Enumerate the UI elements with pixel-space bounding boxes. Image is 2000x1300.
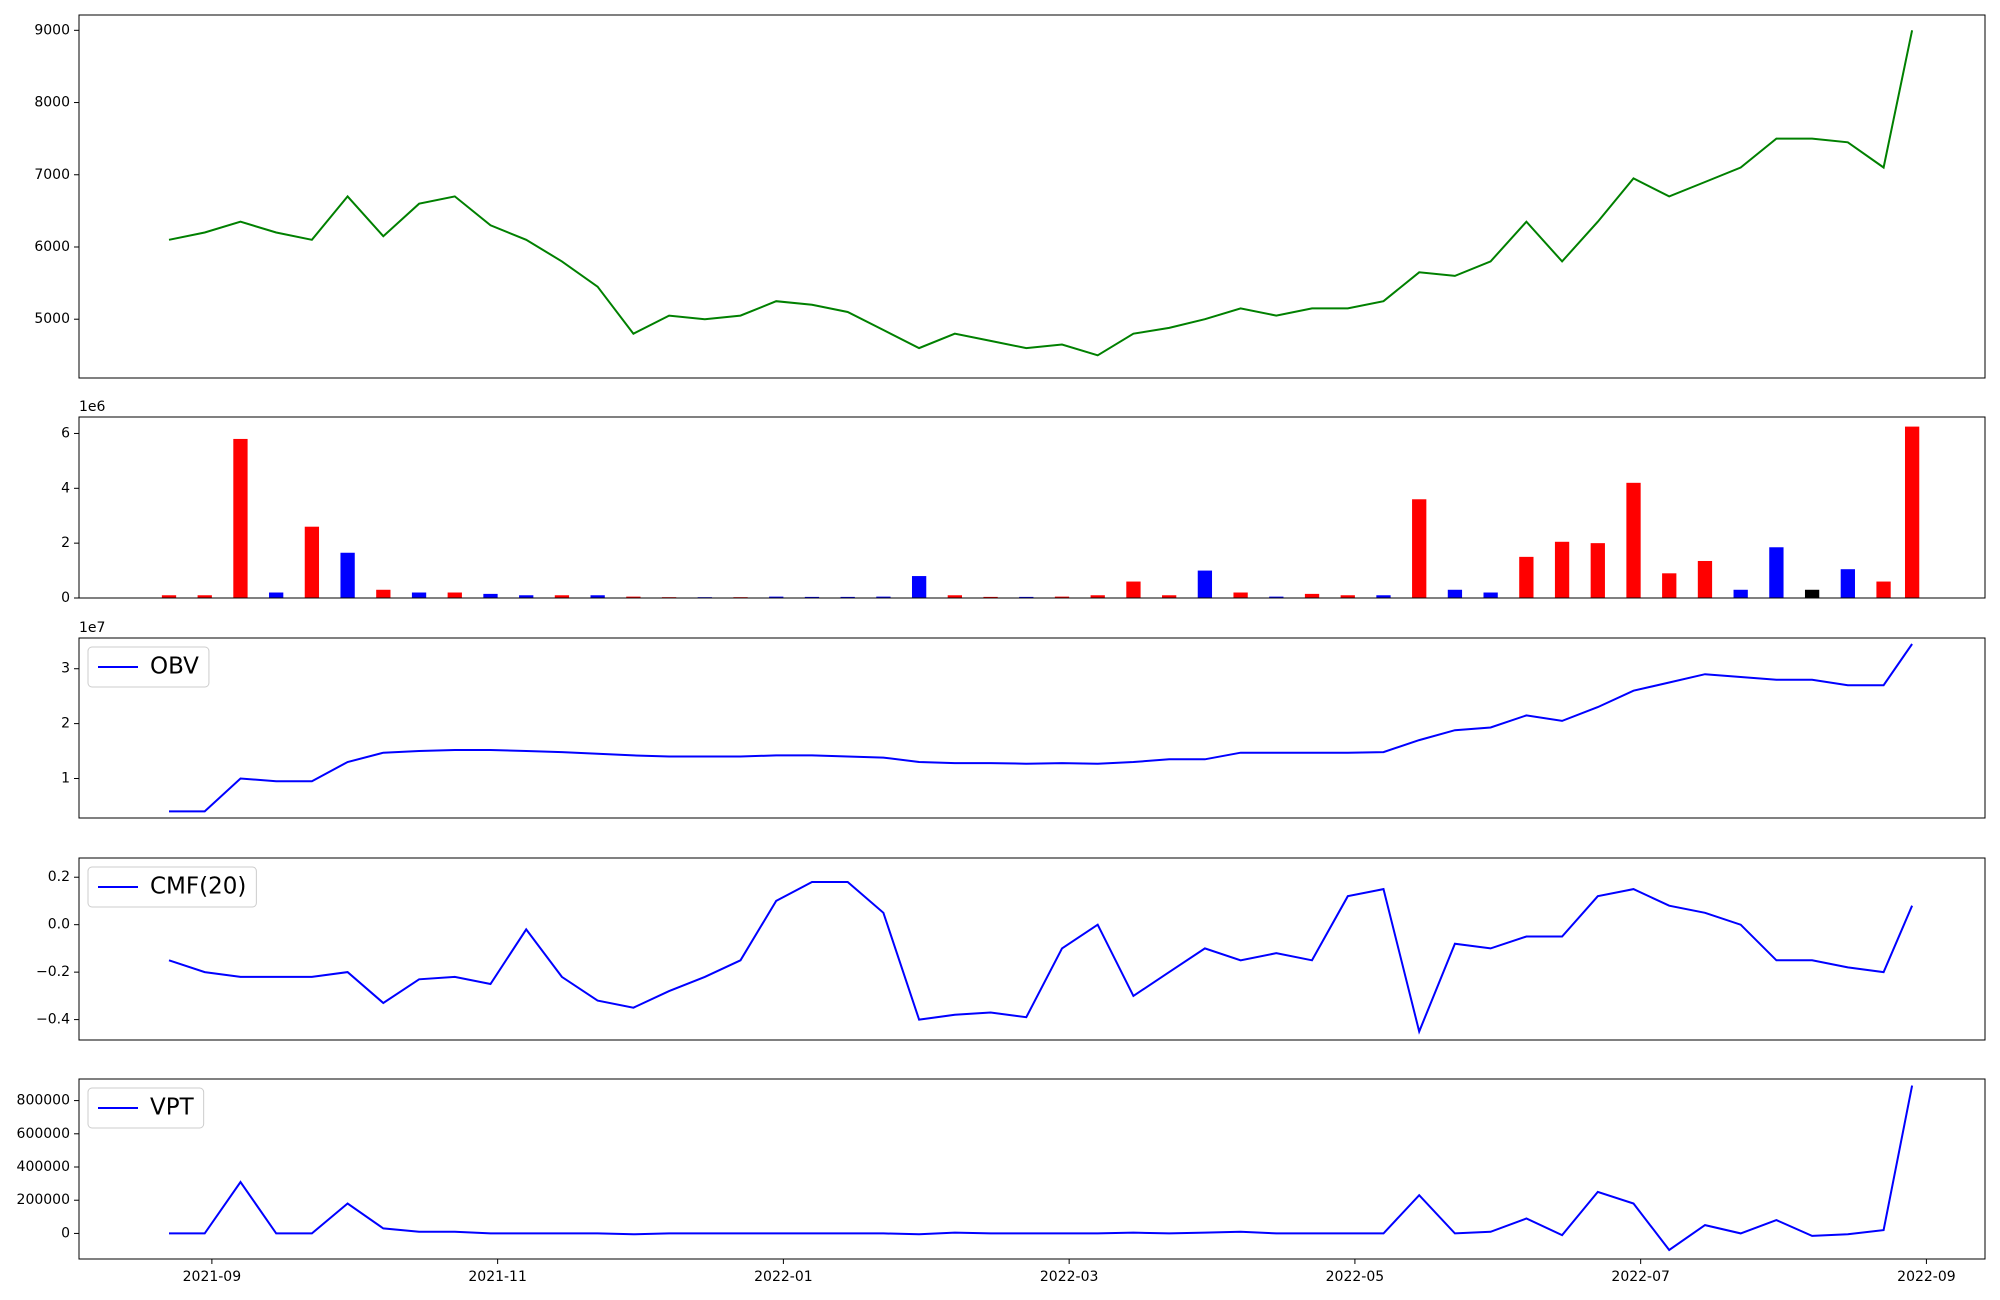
- y-tick-label: 0: [61, 1225, 70, 1241]
- bar: [376, 589, 391, 598]
- bar: [911, 576, 927, 598]
- bar: [269, 592, 284, 598]
- legend: [87, 646, 210, 688]
- bar: [804, 596, 820, 598]
- bar: [340, 552, 355, 598]
- legend-label: VPT: [150, 1095, 195, 1121]
- bar: [1804, 589, 1820, 598]
- axes-frame: [78, 416, 1986, 599]
- x-tick-label: 2022-07: [1611, 1269, 1670, 1285]
- bar: [983, 596, 998, 598]
- bar: [1733, 589, 1748, 598]
- y-tick-label: 4: [61, 480, 70, 496]
- bar: [1376, 595, 1391, 598]
- bar: [1054, 596, 1070, 598]
- y-tick-label: 0.2: [48, 869, 70, 885]
- x-tick-label: 2022-09: [1897, 1269, 1956, 1285]
- bar: [1233, 592, 1248, 598]
- bar: [447, 592, 462, 598]
- y-tick-label: 200000: [17, 1192, 70, 1208]
- bar: [161, 595, 177, 598]
- y-tick-label: 600000: [17, 1126, 70, 1142]
- bar: [554, 595, 570, 598]
- bar: [1447, 589, 1463, 598]
- legend: [87, 1087, 205, 1129]
- bar: [1412, 499, 1427, 598]
- y-tick-label: 3: [61, 661, 70, 677]
- y-tick-label: 9000: [34, 22, 70, 38]
- bar: [1197, 570, 1213, 598]
- bar: [876, 596, 891, 598]
- bar: [1626, 482, 1641, 598]
- y-tick-label: 6000: [34, 239, 70, 255]
- bar: [1483, 592, 1498, 598]
- y-tick-label: 2: [61, 716, 70, 732]
- y-tick-label: 7000: [34, 167, 70, 183]
- bar: [1840, 569, 1855, 598]
- bar: [411, 592, 427, 598]
- bar: [519, 595, 534, 598]
- y-tick-label: 6: [61, 425, 70, 441]
- bar: [1304, 593, 1320, 598]
- x-tick-label: 2022-03: [1040, 1269, 1099, 1285]
- legend-label: OBV: [150, 654, 199, 680]
- bar: [1904, 426, 1920, 598]
- axes-frame: [78, 857, 1986, 1041]
- offset-label: 1e7: [79, 620, 105, 636]
- x-tick-label: 2022-01: [754, 1269, 813, 1285]
- y-tick-label: 0.0: [48, 917, 70, 933]
- bar: [1590, 543, 1605, 598]
- bar: [840, 596, 855, 598]
- y-tick-label: −0.4: [36, 1012, 70, 1028]
- y-tick-label: 400000: [17, 1159, 70, 1175]
- y-tick-label: −0.2: [36, 964, 70, 980]
- bar: [947, 595, 962, 598]
- bar: [483, 593, 498, 598]
- bar: [1019, 596, 1034, 598]
- y-tick-label: 5000: [34, 311, 70, 327]
- bar: [1769, 547, 1784, 598]
- offset-label: 1e6: [79, 399, 106, 415]
- bar: [233, 438, 248, 598]
- y-tick-label: 8000: [34, 95, 70, 111]
- bar: [1269, 596, 1284, 598]
- bar: [769, 596, 784, 598]
- x-tick-label: 2022-05: [1326, 1269, 1385, 1285]
- line: [169, 1085, 1914, 1252]
- bar: [1340, 595, 1355, 598]
- legend-label: CMF(20): [150, 874, 246, 900]
- y-tick-label: 1: [61, 770, 70, 786]
- bar: [1519, 556, 1534, 598]
- bar: [304, 526, 320, 598]
- bar: [1554, 541, 1570, 598]
- bar: [1162, 595, 1177, 598]
- line: [168, 881, 1914, 1035]
- y-tick-label: 800000: [17, 1093, 70, 1109]
- y-tick-label: 0: [61, 590, 70, 606]
- bar: [1090, 595, 1105, 598]
- bar: [1126, 581, 1141, 598]
- bar: [1697, 560, 1713, 598]
- x-tick-label: 2021-11: [468, 1269, 527, 1285]
- axes-frame: [78, 1078, 1986, 1260]
- bar: [1662, 573, 1677, 598]
- legend: [87, 866, 257, 908]
- line: [169, 643, 1913, 813]
- bar: [1876, 581, 1891, 598]
- y-tick-label: 2: [61, 535, 70, 551]
- bar: [197, 595, 212, 598]
- axes-frame: [78, 14, 1986, 379]
- axes-frame: [78, 637, 1986, 819]
- bar: [590, 595, 605, 598]
- bar: [626, 596, 641, 598]
- x-tick-label: 2021-09: [183, 1269, 242, 1285]
- line: [168, 30, 1914, 357]
